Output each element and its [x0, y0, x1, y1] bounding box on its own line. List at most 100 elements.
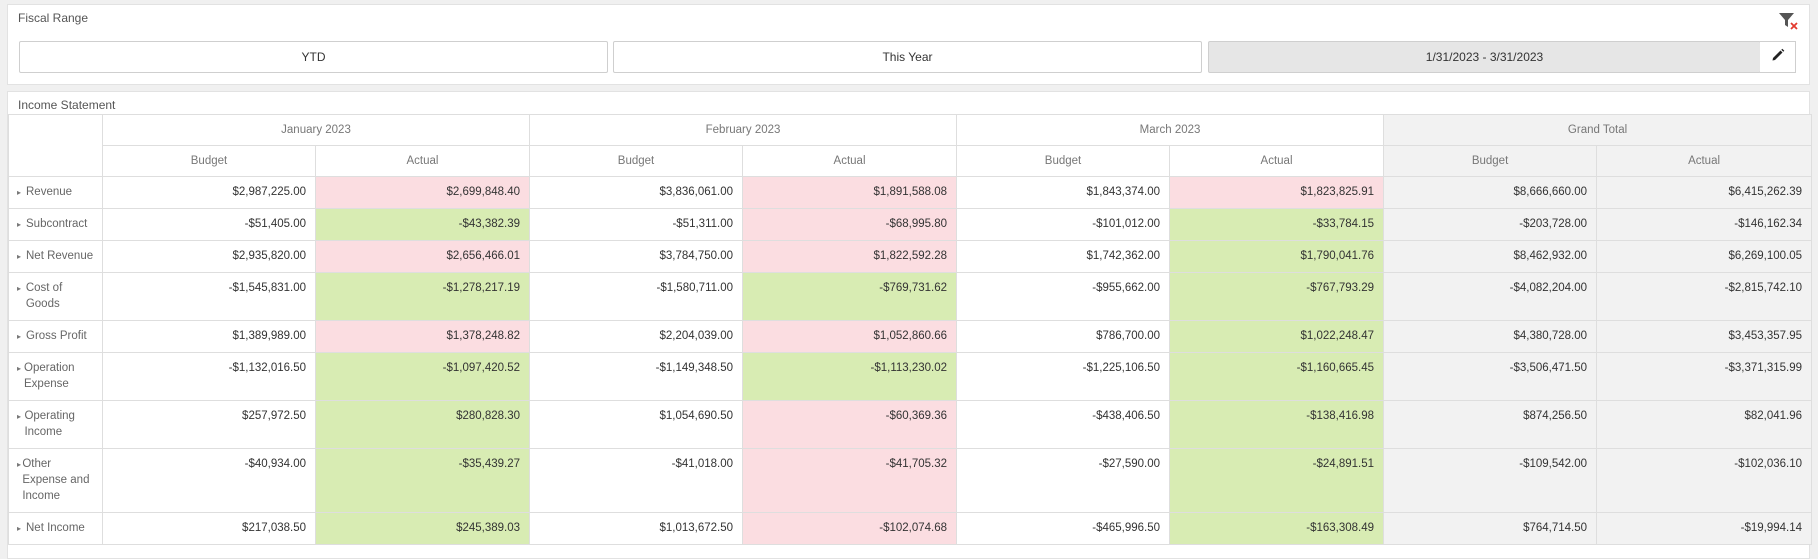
actual-cell: $280,828.30 [314, 400, 531, 449]
table-row: ▸ Revenue $2,987,225.00 $2,699,848.40 $3,836… [8, 176, 1813, 209]
budget-cell: -$101,012.00 [956, 208, 1171, 241]
actual-cell: -$33,784.15 [1169, 208, 1385, 241]
row-label: Other Expense and Income [22, 458, 90, 502]
expand-arrow-icon[interactable]: ▸ [17, 364, 22, 373]
actual-cell: $1,891,588.08 [742, 176, 958, 209]
custom-range-button[interactable]: 1/31/2023 - 3/31/2023 [1208, 41, 1761, 73]
income-statement-panel: Income Statement January 2023 February 2… [7, 91, 1813, 559]
row-label: Operating Income [24, 410, 75, 438]
budget-cell: $1,389,989.00 [102, 320, 316, 353]
period-header: February 2023 [529, 114, 958, 146]
actual-cell: -$769,731.62 [742, 272, 958, 321]
period-header: March 2023 [956, 114, 1385, 146]
row-expander[interactable]: ▸ Net Income [8, 512, 103, 545]
budget-cell: $2,987,225.00 [102, 176, 316, 209]
budget-cell: $786,700.00 [956, 320, 1171, 353]
actual-cell: -$41,705.32 [742, 448, 958, 513]
actual-cell: $3,453,357.95 [1596, 320, 1813, 353]
row-expander[interactable]: ▸ Cost of Goods [8, 272, 103, 321]
actual-cell: -$24,891.51 [1169, 448, 1385, 513]
table-row: ▸ Net Revenue $2,935,820.00 $2,656,466.01 $3… [8, 240, 1813, 273]
budget-cell: $1,013,672.50 [529, 512, 744, 545]
actual-cell: -$102,074.68 [742, 512, 958, 545]
row-expander[interactable]: ▸ Operating Income [8, 400, 103, 449]
actual-cell: -$35,439.27 [314, 448, 531, 513]
actual-cell: -$1,160,665.45 [1169, 352, 1385, 401]
budget-cell: -$1,132,016.50 [102, 352, 316, 401]
budget-cell: $4,380,728.00 [1383, 320, 1598, 353]
actual-cell: -$2,815,742.10 [1596, 272, 1813, 321]
fiscal-range-title: Fiscal Range [18, 11, 89, 25]
expand-arrow-icon[interactable]: ▸ [17, 460, 22, 469]
row-expander[interactable]: ▸ Net Revenue [8, 240, 103, 273]
row-expander[interactable]: ▸ Other Expense and Income [8, 448, 103, 513]
budget-cell: -$4,082,204.00 [1383, 272, 1598, 321]
row-expander[interactable]: ▸ Gross Profit [8, 320, 103, 353]
budget-header: Budget [1383, 145, 1598, 177]
budget-cell: -$27,590.00 [956, 448, 1171, 513]
actual-cell: $2,699,848.40 [314, 176, 531, 209]
filter-clear-icon[interactable] [1777, 10, 1799, 32]
actual-cell: -$3,371,315.99 [1596, 352, 1813, 401]
table-row: ▸ Cost of Goods -$1,545,831.00 -$1,278,217.… [8, 272, 1813, 321]
row-label: Operation Expense [24, 362, 75, 390]
pencil-icon [1771, 48, 1785, 67]
budget-cell: -$40,934.00 [102, 448, 316, 513]
budget-cell: $3,784,750.00 [529, 240, 744, 273]
budget-cell: $257,972.50 [102, 400, 316, 449]
expand-arrow-icon[interactable]: ▸ [17, 284, 22, 293]
grand-total-header: Grand Total [1383, 114, 1813, 146]
budget-header: Budget [102, 145, 316, 177]
table-row: ▸ Operating Income $257,972.50 $280,828.30 $… [8, 400, 1813, 449]
budget-cell: -$1,580,711.00 [529, 272, 744, 321]
expand-arrow-icon[interactable]: ▸ [17, 252, 22, 261]
budget-header: Budget [529, 145, 744, 177]
expand-arrow-icon[interactable]: ▸ [17, 220, 22, 229]
row-expander[interactable]: ▸ Revenue [8, 176, 103, 209]
row-label: Net Revenue [26, 250, 94, 262]
actual-cell: $245,389.03 [314, 512, 531, 545]
budget-cell: $2,935,820.00 [102, 240, 316, 273]
row-label: Revenue [26, 186, 73, 198]
actual-header: Actual [742, 145, 958, 177]
expand-arrow-icon[interactable]: ▸ [17, 188, 22, 197]
budget-cell: -$109,542.00 [1383, 448, 1598, 513]
budget-cell: $217,038.50 [102, 512, 316, 545]
row-label: Subcontract [26, 218, 88, 230]
actual-cell: $1,790,041.76 [1169, 240, 1385, 273]
actual-cell: -$60,369.36 [742, 400, 958, 449]
expand-arrow-icon[interactable]: ▸ [17, 332, 22, 341]
actual-cell: $6,415,262.39 [1596, 176, 1813, 209]
table-row: ▸ Operation Expense -$1,132,016.50 -$1,097,… [8, 352, 1813, 401]
budget-cell: $1,054,690.50 [529, 400, 744, 449]
period-header: January 2023 [101, 114, 531, 146]
budget-cell: -$203,728.00 [1383, 208, 1598, 241]
ytd-button[interactable]: YTD [19, 41, 608, 73]
this-year-button[interactable]: This Year [613, 41, 1202, 73]
edit-range-button[interactable] [1760, 41, 1796, 73]
table-row: ▸ Subcontract -$51,405.00 -$43,382.39 -$51,3… [8, 208, 1813, 241]
row-expander[interactable]: ▸ Subcontract [8, 208, 103, 241]
budget-cell: $874,256.50 [1383, 400, 1598, 449]
actual-cell: -$767,793.29 [1169, 272, 1385, 321]
table-row: ▸ Net Income $217,038.50 $245,389.03 $1,013,… [8, 512, 1813, 545]
expand-arrow-icon[interactable]: ▸ [17, 412, 22, 421]
budget-header: Budget [956, 145, 1171, 177]
budget-cell: $1,742,362.00 [956, 240, 1171, 273]
actual-cell: -$43,382.39 [314, 208, 531, 241]
fiscal-range-panel: Fiscal Range YTD This Year 1/31/2023 - 3… [7, 4, 1810, 85]
budget-cell: $1,843,374.00 [956, 176, 1171, 209]
budget-cell: -$51,405.00 [102, 208, 316, 241]
actual-cell: -$163,308.49 [1169, 512, 1385, 545]
budget-cell: $764,714.50 [1383, 512, 1598, 545]
budget-cell: -$438,406.50 [956, 400, 1171, 449]
income-statement-title: Income Statement [18, 98, 116, 112]
row-label: Net Income [26, 522, 85, 534]
budget-cell: $2,204,039.00 [529, 320, 744, 353]
row-expander[interactable]: ▸ Operation Expense [8, 352, 103, 401]
actual-cell: -$146,162.34 [1596, 208, 1813, 241]
budget-cell: -$1,149,348.50 [529, 352, 744, 401]
actual-cell: -$1,097,420.52 [314, 352, 531, 401]
expand-arrow-icon[interactable]: ▸ [17, 524, 22, 533]
row-label: Cost of Goods [25, 282, 63, 310]
